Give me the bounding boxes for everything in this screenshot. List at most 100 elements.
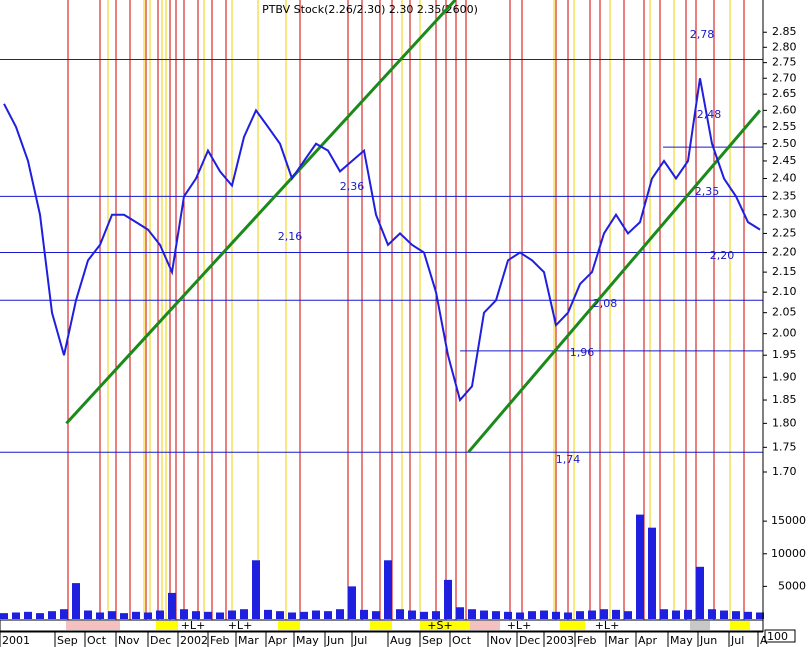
volume-bar	[180, 609, 188, 619]
y-tick-label: 1.75	[772, 440, 797, 453]
trend-line	[65, 0, 457, 425]
volume-bar	[48, 611, 56, 619]
volume-bar	[612, 609, 620, 619]
volume-bar	[192, 611, 200, 619]
y-tick-label: 2.70	[772, 71, 797, 84]
volume-bar	[408, 610, 416, 619]
volume-bar	[504, 611, 512, 619]
volume-bar	[660, 609, 668, 619]
volume-bar	[756, 612, 764, 619]
volume-bar	[156, 610, 164, 619]
signal-block	[730, 621, 750, 630]
price-annotation: 2,20	[710, 249, 735, 262]
y-tick-label: 2.85	[772, 25, 797, 38]
y-tick-label: 2.45	[772, 154, 797, 167]
x-tick-label: Mar	[238, 634, 259, 647]
volume-bar	[228, 610, 236, 619]
volume-bar	[456, 607, 464, 619]
volume-bar	[276, 611, 284, 619]
signal-label: +L+	[507, 619, 532, 632]
x-tick-label: May	[670, 634, 693, 647]
price-annotation: 1,96	[570, 346, 595, 359]
volume-bar	[384, 560, 392, 619]
volume-bar	[468, 609, 476, 619]
volume-bar	[744, 611, 752, 619]
signal-block	[470, 621, 500, 630]
volume-bar	[108, 611, 116, 619]
x-tick-label: 2001	[2, 634, 30, 647]
y-tick-label: 1.85	[772, 393, 797, 406]
y-tick-label: 1.90	[772, 370, 797, 383]
y-tick-label: 2.30	[772, 208, 797, 221]
volume-bar	[72, 583, 80, 619]
signal-block	[420, 621, 470, 630]
x-tick-label: A	[760, 634, 768, 647]
x-tick-label: Feb	[577, 634, 596, 647]
volume-bar	[12, 612, 20, 619]
volume-bar	[120, 613, 128, 619]
volume-bar	[168, 592, 176, 619]
x-tick-label: Nov	[118, 634, 140, 647]
price-annotation: 1,74	[556, 453, 581, 466]
volume-bar	[204, 611, 212, 619]
volume-bar	[528, 611, 536, 619]
volume-bar	[648, 527, 656, 619]
y-tick-label: 2.75	[772, 56, 797, 69]
volume-bar	[708, 609, 716, 619]
y-tick-label: 2.40	[772, 171, 797, 184]
x-tick-label: Aug	[390, 634, 411, 647]
price-line	[3, 78, 761, 403]
price-annotation: 2,08	[593, 297, 618, 310]
y-tick-label: 2.35	[772, 189, 797, 202]
volume-bar	[24, 611, 32, 619]
volume-bar	[336, 609, 344, 619]
volume-bar	[132, 611, 140, 619]
volume-bar	[360, 609, 368, 619]
volume-bar	[564, 612, 572, 619]
signal-block	[370, 621, 392, 630]
volume-bar	[348, 586, 356, 619]
volume-tick-label: 5000	[778, 579, 806, 592]
volume-bar	[96, 612, 104, 619]
volume-bar	[636, 514, 644, 619]
volume-bar	[372, 611, 380, 619]
volume-tick-label: 15000	[771, 514, 806, 527]
volume-bar	[444, 579, 452, 619]
signal-label: +L+	[181, 619, 206, 632]
y-tick-label: 2.10	[772, 285, 797, 298]
volume-bar	[624, 611, 632, 619]
y-tick-label: 2.25	[772, 226, 797, 239]
volume-bar	[588, 610, 596, 619]
y-tick-label: 2.60	[772, 103, 797, 116]
volume-bar	[0, 613, 8, 619]
price-annotation: 2,16	[278, 230, 303, 243]
x-tick-label: Sep	[422, 634, 443, 647]
volume-tick-label: 10000	[771, 547, 806, 560]
volume-bar	[684, 609, 692, 619]
volume-bar	[396, 609, 404, 619]
volume-note: 100	[767, 630, 788, 643]
price-annotation: 2,36	[340, 180, 365, 193]
trend-line	[467, 109, 762, 454]
x-tick-label: Jul	[353, 634, 367, 647]
x-tick-label: Apr	[638, 634, 658, 647]
volume-bar	[480, 610, 488, 619]
volume-bar	[36, 613, 44, 619]
volume-bar	[300, 611, 308, 619]
y-tick-label: 2.00	[772, 327, 797, 340]
signal-block	[560, 621, 585, 630]
x-tick-label: Dec	[519, 634, 540, 647]
volume-bar	[576, 611, 584, 619]
y-tick-label: 1.80	[772, 416, 797, 429]
volume-bar	[216, 612, 224, 619]
x-tick-label: Apr	[268, 634, 288, 647]
volume-bar	[732, 611, 740, 619]
volume-bar	[264, 609, 272, 619]
volume-bar	[600, 609, 608, 619]
y-tick-label: 2.55	[772, 120, 797, 133]
volume-bar	[540, 610, 548, 619]
volume-bar	[324, 611, 332, 619]
volume-bar	[144, 612, 152, 619]
signal-block	[278, 621, 300, 630]
